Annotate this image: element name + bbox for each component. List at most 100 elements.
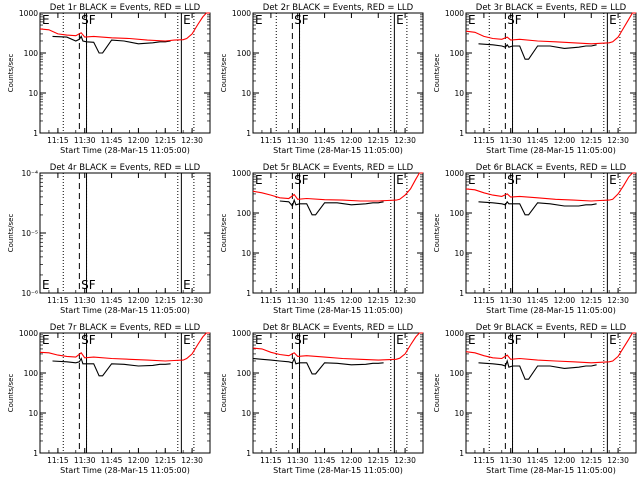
- event-marker-e: E: [609, 13, 617, 27]
- events-series-line: [279, 198, 384, 216]
- y-axis-label: Counts/sec: [220, 54, 228, 93]
- y-axis-label: Counts/sec: [220, 214, 228, 253]
- event-marker-e: E: [468, 173, 476, 187]
- y-tick-label: 100: [450, 369, 465, 378]
- x-tick-label: 12:00: [341, 296, 363, 305]
- event-marker-e: E: [183, 13, 191, 27]
- y-tick-label: 1000: [232, 9, 251, 18]
- x-tick-label: 11:30: [500, 136, 522, 145]
- y-tick-label: 100: [450, 49, 465, 58]
- panel-title: Det 1r BLACK = Events, RED = LLD: [50, 3, 201, 13]
- event-marker-sf: SF: [81, 13, 96, 27]
- y-tick-label: 10: [454, 249, 464, 258]
- y-tick-label: 1: [459, 449, 464, 458]
- x-tick-label: 11:15: [47, 296, 69, 305]
- events-series-line: [252, 356, 384, 375]
- y-tick-label: 1: [33, 129, 38, 138]
- y-tick-label: 1: [246, 129, 251, 138]
- x-tick-label: 11:45: [527, 296, 549, 305]
- panel-title: Det 2r BLACK = Events, RED = LLD: [263, 3, 414, 13]
- events-series-line: [52, 35, 171, 54]
- panel-det-6r: Det 6r BLACK = Events, RED = LLD 1 10 100 10…: [433, 163, 637, 315]
- x-tick-label: 12:30: [181, 136, 203, 145]
- panel-det-9r: Det 9r BLACK = Events, RED = LLD 1 10 100 10…: [433, 323, 637, 475]
- x-tick-label: 11:45: [527, 456, 549, 465]
- y-axis-label: Counts/sec: [433, 214, 441, 253]
- events-series-line: [478, 200, 597, 216]
- panel-det-5r: Det 5r BLACK = Events, RED = LLD 1 10 100 10…: [220, 163, 424, 315]
- x-tick-label: 11:15: [47, 136, 69, 145]
- events-series-line: [478, 43, 597, 60]
- y-tick-label: 10: [241, 89, 251, 98]
- y-tick-label: 10⁻⁵: [21, 229, 38, 238]
- plot-frame: [252, 172, 424, 294]
- x-tick-label: 11:45: [314, 296, 336, 305]
- plot-frame: [39, 172, 211, 294]
- panel-det-1r: Det 1r BLACK = Events, RED = LLD 1 10 100 10…: [7, 3, 211, 155]
- panel-det-4r: Det 4r BLACK = Events, RED = LLD 10⁻⁶ 10⁻⁵…: [7, 163, 211, 315]
- y-tick-label: 1000: [445, 169, 464, 178]
- panel-title: Det 5r BLACK = Events, RED = LLD: [263, 163, 414, 173]
- y-tick-label: 10: [28, 409, 38, 418]
- panel-title: Det 4r BLACK = Events, RED = LLD: [50, 163, 201, 173]
- x-tick-label: 11:30: [74, 296, 96, 305]
- x-tick-label: 11:30: [287, 136, 309, 145]
- x-tick-label: 12:30: [607, 296, 629, 305]
- y-axis-label: Counts/sec: [7, 374, 15, 413]
- x-tick-label: 12:00: [554, 136, 576, 145]
- event-marker-e: E: [183, 333, 191, 347]
- x-tick-label: 11:30: [74, 136, 96, 145]
- x-tick-label: 11:15: [473, 136, 495, 145]
- y-tick-label: 1: [246, 289, 251, 298]
- plot-frame: [465, 172, 637, 294]
- event-marker-e: E: [42, 278, 50, 292]
- x-axis-label: Start Time (28-Mar-15 11:05:00): [486, 146, 616, 155]
- event-marker-sf: SF: [294, 173, 309, 187]
- y-tick-label: 10: [454, 409, 464, 418]
- panel-title: Det 7r BLACK = Events, RED = LLD: [50, 323, 201, 333]
- x-tick-label: 11:45: [101, 136, 123, 145]
- x-axis-label: Start Time (28-Mar-15 11:05:00): [273, 306, 403, 315]
- y-axis-label: Counts/sec: [433, 54, 441, 93]
- x-tick-label: 11:45: [527, 136, 549, 145]
- x-tick-label: 11:30: [500, 296, 522, 305]
- x-tick-label: 12:15: [154, 456, 176, 465]
- event-marker-e: E: [396, 173, 404, 187]
- x-tick-label: 11:15: [473, 456, 495, 465]
- plot-frame: [39, 12, 211, 134]
- x-tick-label: 11:45: [101, 296, 123, 305]
- lld-series-line: [39, 332, 210, 362]
- x-tick-label: 12:15: [580, 296, 602, 305]
- event-marker-e: E: [255, 333, 263, 347]
- event-marker-sf: SF: [507, 13, 522, 27]
- x-tick-label: 11:30: [74, 456, 96, 465]
- x-tick-label: 12:30: [607, 136, 629, 145]
- plot-frame: [252, 332, 424, 454]
- event-marker-e: E: [42, 333, 50, 347]
- event-marker-sf: SF: [81, 278, 96, 292]
- y-tick-label: 100: [237, 209, 252, 218]
- y-tick-label: 100: [24, 49, 39, 58]
- x-axis-label: Start Time (28-Mar-15 11:05:00): [273, 466, 403, 475]
- x-tick-label: 12:15: [154, 136, 176, 145]
- event-marker-e: E: [42, 13, 50, 27]
- event-marker-e: E: [255, 173, 263, 187]
- event-marker-e: E: [396, 333, 404, 347]
- y-tick-label: 100: [24, 369, 39, 378]
- panel-det-8r: Det 8r BLACK = Events, RED = LLD 1 10 100 10…: [220, 323, 424, 475]
- y-axis-label: Counts/sec: [7, 214, 15, 253]
- x-tick-label: 12:15: [367, 296, 389, 305]
- event-marker-e: E: [396, 13, 404, 27]
- lld-series-line: [252, 172, 423, 202]
- y-tick-label: 10: [241, 249, 251, 258]
- x-tick-label: 12:30: [394, 456, 416, 465]
- x-axis-label: Start Time (28-Mar-15 11:05:00): [60, 466, 190, 475]
- x-tick-label: 12:30: [394, 296, 416, 305]
- x-tick-label: 12:00: [128, 136, 150, 145]
- x-axis-label: Start Time (28-Mar-15 11:05:00): [486, 306, 616, 315]
- x-tick-label: 12:00: [128, 296, 150, 305]
- x-tick-label: 12:00: [128, 456, 150, 465]
- x-tick-label: 12:30: [181, 296, 203, 305]
- y-tick-label: 1: [246, 449, 251, 458]
